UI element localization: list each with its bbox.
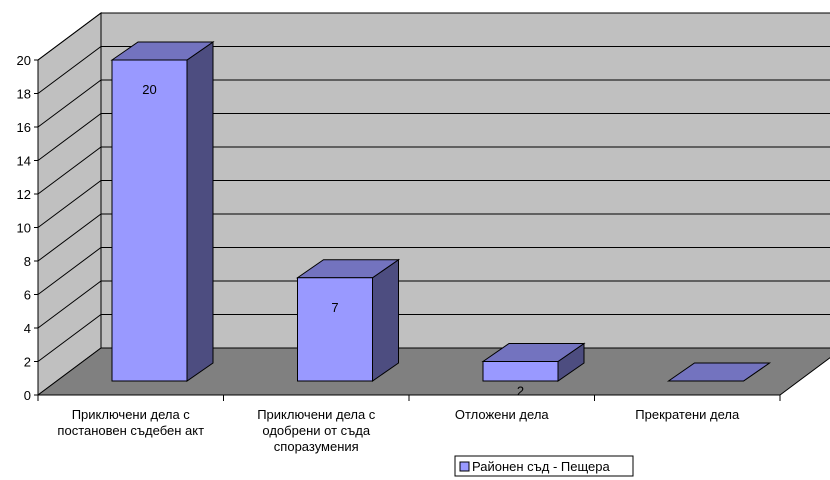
bar-series bbox=[110, 41, 772, 382]
y-tick-label: 2 bbox=[24, 355, 31, 370]
bar-front bbox=[111, 59, 188, 382]
gridline bbox=[37, 46, 830, 94]
x-tick-label: споразумения bbox=[274, 439, 359, 454]
bar bbox=[481, 342, 586, 382]
y-tick-label: 6 bbox=[24, 288, 31, 303]
legend-label: Районен съд - Пещера bbox=[472, 459, 611, 474]
gridline bbox=[37, 113, 830, 161]
y-tick-label: 0 bbox=[24, 388, 31, 403]
data-label: 2 bbox=[517, 384, 524, 399]
gridline bbox=[37, 247, 830, 295]
bar-side bbox=[186, 41, 214, 382]
legend-box bbox=[454, 455, 634, 477]
y-tick-label: 18 bbox=[17, 87, 31, 102]
gridline bbox=[37, 213, 830, 262]
y-tick-label: 4 bbox=[24, 321, 31, 336]
bar-front bbox=[482, 361, 559, 382]
x-tick-label: Отложени дела bbox=[455, 407, 550, 422]
y-tick-label: 20 bbox=[17, 53, 31, 68]
gridline bbox=[37, 12, 830, 61]
gridline bbox=[37, 146, 830, 195]
gridline bbox=[37, 314, 830, 362]
y-tick-label: 12 bbox=[17, 187, 31, 202]
legend: Районен съд - Пещера bbox=[454, 455, 634, 477]
data-label: 20 bbox=[142, 82, 156, 97]
x-tick-label: одобрени от съда bbox=[262, 423, 370, 438]
legend-swatch bbox=[459, 461, 470, 472]
axes bbox=[34, 59, 781, 401]
gridlines bbox=[37, 12, 830, 362]
bar bbox=[110, 41, 215, 382]
y-tick-label: 14 bbox=[17, 154, 31, 169]
data-label: 7 bbox=[331, 300, 338, 315]
x-tick-label: Приключени дела с bbox=[72, 407, 191, 422]
bar bbox=[666, 362, 772, 382]
y-tick-label: 8 bbox=[24, 254, 31, 269]
gridline bbox=[37, 180, 830, 228]
x-tick-label: Прекратени дела bbox=[635, 407, 740, 422]
x-tick-label: Приключени дела с bbox=[257, 407, 376, 422]
gridline bbox=[37, 280, 830, 329]
bar-front bbox=[297, 277, 373, 382]
bar-top bbox=[666, 362, 772, 382]
gridline bbox=[37, 79, 830, 128]
bar-side bbox=[372, 258, 399, 382]
bar bbox=[295, 258, 401, 382]
y-tick-label: 10 bbox=[17, 221, 31, 236]
y-tick-label: 16 bbox=[17, 120, 31, 135]
x-tick-label: постановен съдебен акт bbox=[57, 423, 204, 438]
